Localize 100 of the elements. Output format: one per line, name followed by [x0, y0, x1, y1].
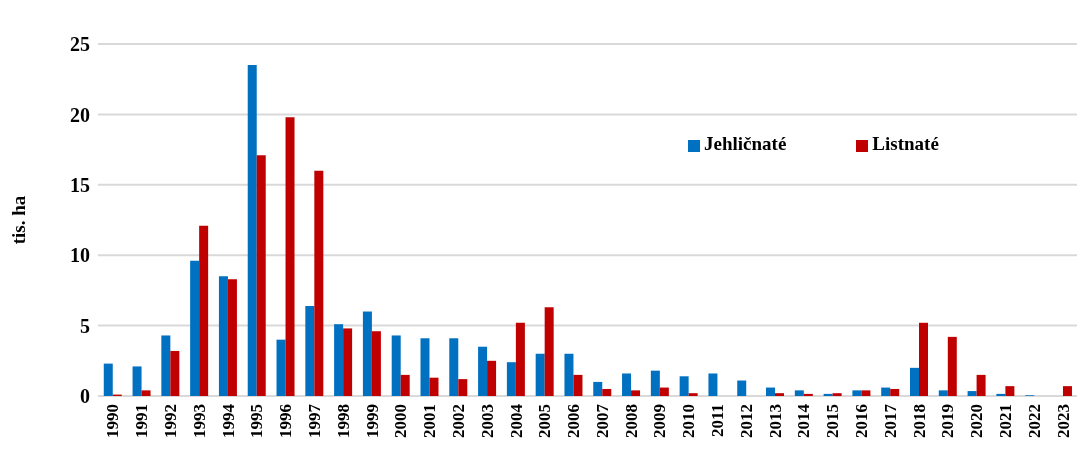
x-tick-label: 1995 [247, 404, 267, 438]
bar [881, 387, 891, 396]
bar [343, 328, 353, 396]
bar [199, 225, 209, 396]
x-tick-label: 2020 [967, 404, 987, 438]
bar [400, 374, 410, 396]
x-tick-label: 2013 [765, 404, 785, 438]
bar [622, 373, 632, 396]
x-tick-label: 2012 [736, 404, 756, 438]
bar [976, 374, 986, 396]
y-tick-label: 10 [70, 244, 90, 267]
legend-label: Jehličnaté [704, 133, 787, 154]
x-tick-label: 1998 [333, 404, 353, 438]
bar [852, 390, 862, 396]
bar [938, 390, 948, 396]
bar [631, 390, 641, 396]
bar [602, 388, 612, 396]
bar [420, 338, 430, 396]
x-tick-label: 2008 [621, 404, 641, 438]
x-tick-label: 1997 [304, 403, 324, 438]
bar [478, 346, 488, 396]
bar [161, 335, 171, 396]
bar [909, 367, 919, 396]
bar [314, 170, 324, 396]
x-tick-label: 1999 [362, 404, 382, 438]
bar [775, 393, 785, 396]
bar [659, 387, 669, 396]
bar [362, 311, 372, 396]
bar [285, 117, 295, 396]
bar [506, 362, 516, 396]
x-tick-label: 1994 [218, 403, 238, 438]
bar [132, 366, 142, 396]
x-tick-label: 2021 [996, 404, 1016, 438]
bar [218, 276, 228, 396]
bar [650, 370, 660, 396]
bar [535, 353, 545, 396]
bar [103, 363, 113, 396]
x-tick-label: 2023 [1053, 404, 1073, 438]
bar [573, 374, 583, 396]
bar [861, 390, 871, 396]
bar [544, 307, 554, 396]
x-tick-label: 2014 [794, 403, 814, 438]
bar [256, 155, 266, 396]
x-tick-label: 2007 [592, 403, 612, 438]
x-tick-label: 1993 [189, 404, 209, 438]
x-tick-label: 2005 [535, 404, 555, 438]
x-tick-label: 2000 [391, 404, 411, 438]
bar [487, 360, 497, 396]
bar [832, 393, 842, 396]
x-tick-label: 2003 [477, 404, 497, 438]
y-tick-label: 20 [70, 103, 90, 126]
x-tick-label: 2016 [852, 404, 872, 438]
x-tick-label: 1990 [103, 404, 123, 438]
x-tick-label: 1991 [132, 404, 152, 438]
bar [564, 353, 574, 396]
bar [429, 377, 439, 396]
bar [334, 324, 344, 396]
bar [276, 339, 286, 396]
bar [247, 65, 257, 396]
bar [170, 350, 180, 396]
bar [141, 390, 151, 396]
bar [918, 322, 928, 396]
x-tick-label: 2019 [938, 404, 958, 438]
bar [458, 379, 468, 396]
y-tick-label: 15 [70, 173, 90, 196]
bar [305, 305, 315, 396]
x-tick-label: 2001 [420, 404, 440, 438]
bar [593, 381, 603, 396]
bar [890, 388, 900, 396]
bar [227, 279, 237, 396]
y-axis-title: tis. ha [7, 195, 29, 245]
y-tick-label: 25 [70, 33, 90, 56]
x-tick-label: 2009 [650, 404, 670, 438]
bar [996, 393, 1006, 396]
bar [766, 387, 776, 396]
x-tick-label: 2017 [880, 403, 900, 438]
bar [967, 391, 977, 396]
bar [688, 393, 698, 396]
x-tick-label: 2002 [448, 404, 468, 438]
x-tick-label: 2004 [506, 403, 526, 438]
bar [449, 338, 459, 396]
bar [803, 393, 813, 396]
bar [708, 373, 718, 396]
bar [1005, 386, 1015, 396]
bar [679, 376, 689, 396]
x-tick-label: 2022 [1024, 404, 1044, 438]
bar [515, 322, 525, 396]
bar [737, 380, 747, 396]
bar [371, 331, 381, 396]
x-tick-label: 2011 [708, 404, 728, 438]
bar [823, 393, 833, 396]
legend-label: Listnaté [872, 133, 939, 154]
y-tick-label: 0 [80, 385, 90, 408]
bar [391, 335, 401, 396]
x-tick-label: 1996 [276, 404, 296, 438]
x-tick-label: 1992 [160, 404, 180, 438]
bar [947, 336, 957, 396]
bar [190, 260, 200, 396]
x-tick-label: 2015 [823, 404, 843, 438]
x-tick-label: 2006 [564, 404, 584, 438]
